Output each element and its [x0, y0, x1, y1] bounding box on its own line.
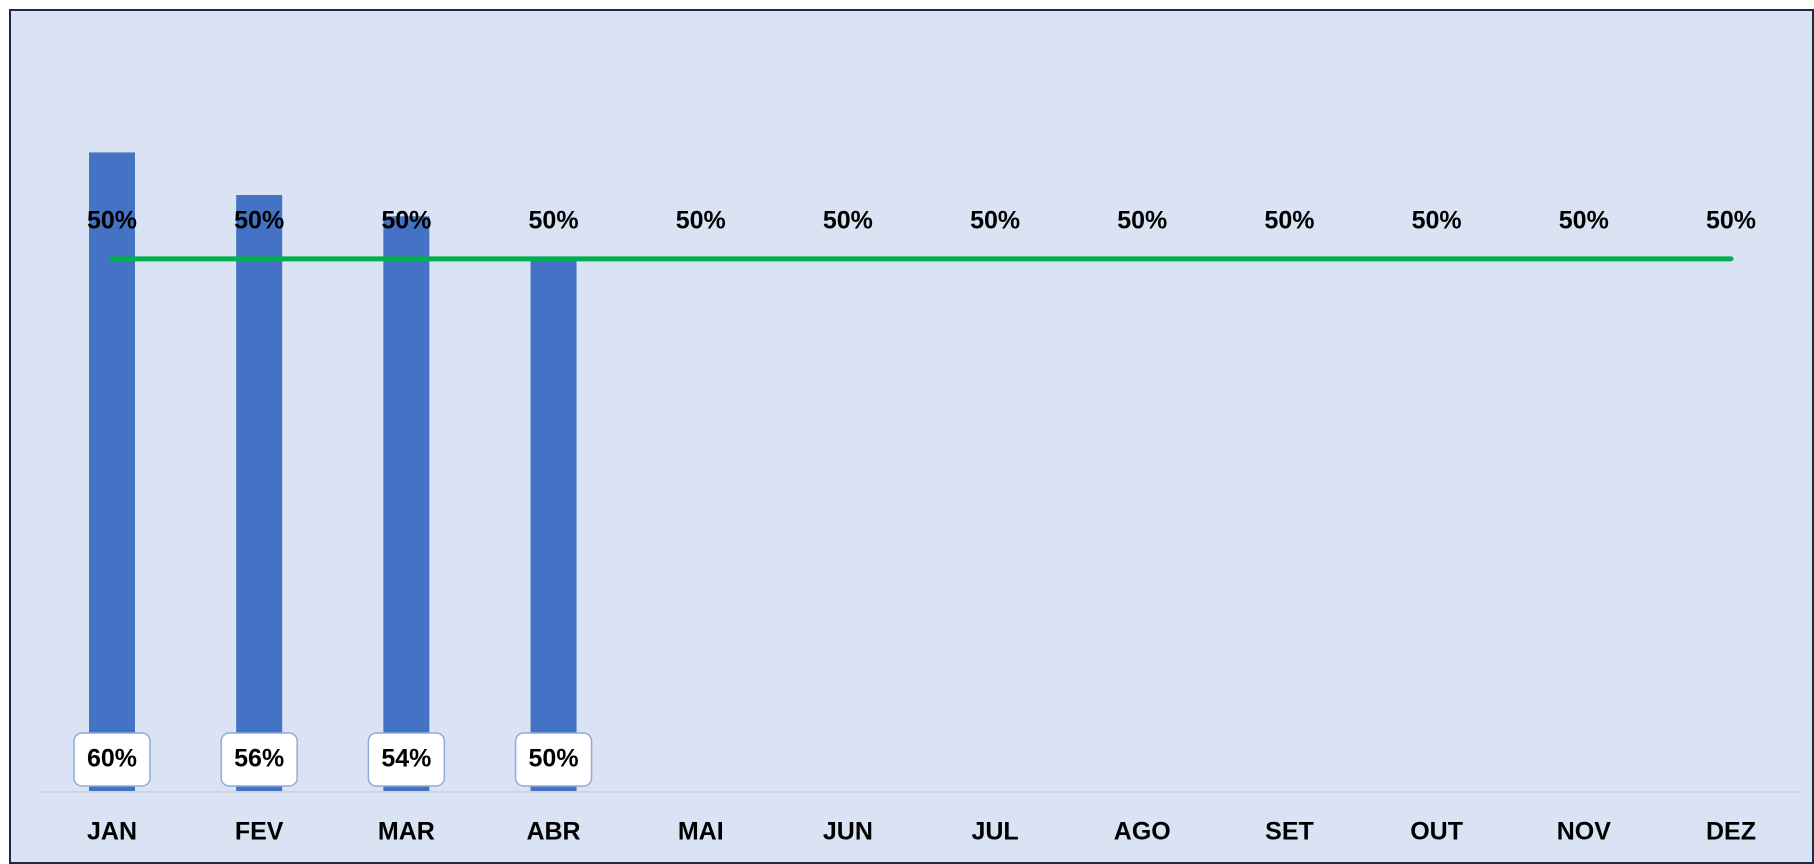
x-tick-label: MAR — [378, 818, 435, 846]
x-tick-label: OUT — [1410, 818, 1463, 846]
data-label: 50% — [381, 206, 431, 234]
data-label: 54% — [381, 745, 431, 773]
x-tick-label: FEV — [235, 818, 284, 846]
data-label: 50% — [529, 745, 579, 773]
chart-frame — [9, 9, 1814, 864]
bar — [89, 152, 135, 791]
x-tick-label: JUN — [823, 818, 873, 846]
bar — [236, 195, 283, 791]
data-label: 56% — [234, 745, 284, 773]
bar — [530, 258, 577, 791]
data-label-box — [514, 732, 593, 787]
data-label: 50% — [529, 206, 579, 234]
data-label-box — [367, 732, 446, 787]
data-label: 50% — [1412, 206, 1462, 234]
data-label: 50% — [676, 206, 726, 234]
x-tick-label: MAI — [678, 818, 724, 846]
x-tick-label: DEZ — [1706, 818, 1756, 846]
data-label: 50% — [1706, 206, 1756, 234]
data-label-box — [73, 732, 151, 787]
data-label: 50% — [1264, 206, 1314, 234]
data-label: 50% — [1559, 206, 1609, 234]
data-label: 50% — [234, 206, 284, 234]
x-tick-label: NOV — [1557, 818, 1612, 846]
x-tick-label: ABR — [526, 818, 580, 846]
x-tick-label: JAN — [87, 818, 137, 846]
x-tick-label: JUL — [971, 818, 1018, 846]
x-tick-label: AGO — [1114, 818, 1171, 846]
bar — [383, 216, 430, 792]
data-label: 50% — [970, 206, 1020, 234]
data-label: 50% — [87, 206, 137, 234]
x-tick-label: SET — [1265, 818, 1314, 846]
data-label: 50% — [1117, 206, 1167, 234]
data-label: 50% — [823, 206, 873, 234]
data-label-box — [220, 732, 298, 787]
data-label: 60% — [87, 745, 137, 773]
